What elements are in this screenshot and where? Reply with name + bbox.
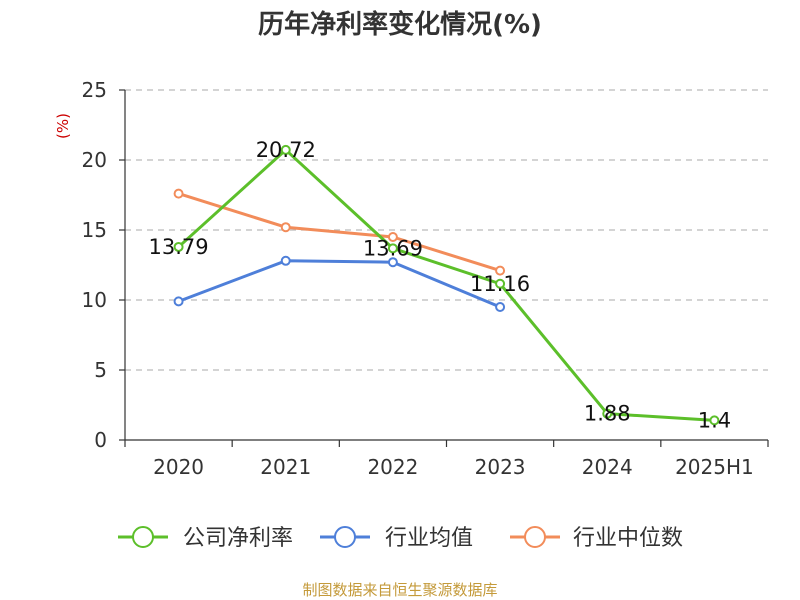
data-point xyxy=(387,232,398,242)
series-行业中位数 xyxy=(173,188,506,276)
series-行业均值 xyxy=(173,255,506,312)
legend: 公司净利率 行业均值 行业中位数 xyxy=(118,526,683,551)
x-tick-labels: 2020 2021 2022 2023 2024 2025H1 xyxy=(153,455,754,479)
axes xyxy=(119,89,769,447)
data-point xyxy=(173,188,184,199)
gridlines xyxy=(125,89,768,371)
data-point xyxy=(280,255,291,266)
data-point xyxy=(387,243,398,254)
y-tick-labels: 0 5 10 15 20 25 xyxy=(82,78,107,452)
chart-title: 历年净利率变化情况(%) xyxy=(258,9,542,40)
legend-item: 行业中位数 xyxy=(510,526,683,551)
y-axis-unit: (%) xyxy=(54,113,72,139)
data-point xyxy=(173,296,184,307)
legend-label: 行业中位数 xyxy=(573,526,683,551)
legend-marker xyxy=(132,526,154,548)
data-label: 13.79 xyxy=(149,235,209,259)
y-tick-20: 20 xyxy=(82,148,107,172)
source-note: 制图数据来自恒生聚源数据库 xyxy=(302,581,497,599)
x-tick-2021: 2021 xyxy=(260,455,311,479)
data-point xyxy=(709,415,720,426)
data-label: 1.4 xyxy=(698,408,731,432)
legend-item: 行业均值 xyxy=(320,526,473,551)
legend-label: 行业均值 xyxy=(385,526,473,551)
x-tick-2023: 2023 xyxy=(475,455,526,479)
data-label: 1.88 xyxy=(584,402,631,426)
series-line xyxy=(177,148,715,422)
y-tick-10: 10 xyxy=(82,288,107,312)
legend-label: 公司净利率 xyxy=(183,526,293,551)
data-labels: 13.79 20.72 13.69 11.16 1.88 1.4 xyxy=(149,138,732,432)
y-tick-0: 0 xyxy=(94,428,107,452)
x-tick-2025H1: 2025H1 xyxy=(675,455,754,479)
x-tick-2024: 2024 xyxy=(582,455,633,479)
y-tick-5: 5 xyxy=(94,358,107,382)
data-point xyxy=(280,144,291,155)
data-point xyxy=(495,265,506,276)
data-point xyxy=(495,278,506,289)
data-label: 20.72 xyxy=(256,138,316,162)
data-point xyxy=(602,408,613,419)
data-label: 11.16 xyxy=(470,272,530,296)
data-point xyxy=(387,257,398,268)
y-tick-25: 25 xyxy=(82,78,107,102)
x-tick-2022: 2022 xyxy=(367,455,418,479)
legend-item: 公司净利率 xyxy=(118,526,293,551)
series-公司净利率 xyxy=(173,144,720,426)
legend-marker xyxy=(524,526,546,548)
series-line xyxy=(178,192,501,273)
x-tick-2020: 2020 xyxy=(153,455,204,479)
legend-marker xyxy=(334,526,356,548)
data-point xyxy=(173,241,184,252)
y-tick-15: 15 xyxy=(82,218,107,242)
series-lines xyxy=(173,144,720,426)
data-point xyxy=(495,302,506,312)
data-label: 13.69 xyxy=(363,236,423,260)
series-line xyxy=(178,259,501,309)
data-point xyxy=(280,222,291,233)
